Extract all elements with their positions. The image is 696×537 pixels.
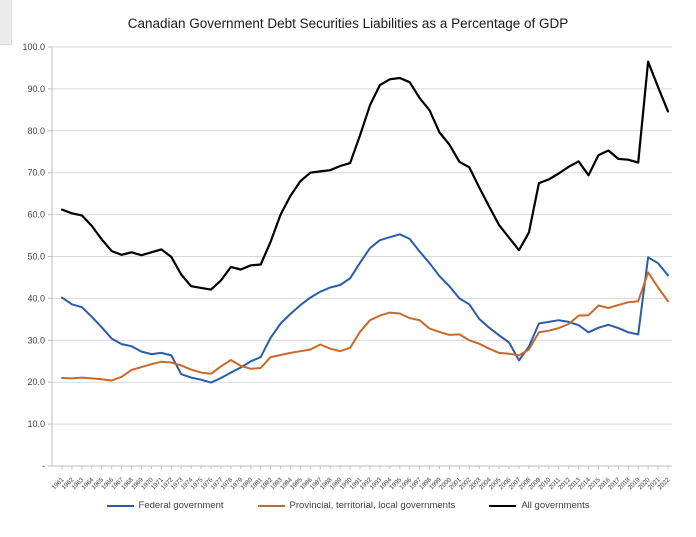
y-tick-label: 70.0 bbox=[27, 168, 45, 178]
scan-edge-artifact bbox=[0, 0, 12, 45]
series-line-provincial-territorial-local-governments bbox=[61, 271, 669, 382]
y-tick-label: 20.0 bbox=[27, 377, 45, 387]
y-tick-label: 40.0 bbox=[27, 293, 45, 303]
chart-title: Canadian Government Debt Securities Liab… bbox=[127, 16, 569, 31]
y-tick-label: 80.0 bbox=[27, 126, 45, 136]
y-tick-label: 90.0 bbox=[27, 84, 45, 94]
series-line-federal-government bbox=[61, 233, 669, 384]
legend-label: Provincial, territorial, local governmen… bbox=[289, 500, 456, 511]
y-tick-label: 60.0 bbox=[27, 210, 45, 220]
y-tick-label: 50.0 bbox=[27, 252, 45, 262]
legend-item-provincial-territorial-local-governments: Provincial, territorial, local governmen… bbox=[257, 500, 456, 511]
legend-label: All governments bbox=[521, 500, 590, 511]
legend-line-swatch bbox=[257, 504, 285, 507]
legend-line-swatch bbox=[489, 504, 517, 507]
y-tick-label: 30.0 bbox=[27, 335, 45, 345]
legend-item-federal-government: Federal government bbox=[106, 500, 224, 511]
y-tick-label: 100.0 bbox=[22, 42, 45, 52]
legend-item-all-governments: All governments bbox=[489, 500, 589, 511]
x-tick-label: 2022 bbox=[657, 476, 672, 491]
chart-legend: Federal government Provincial, territoria… bbox=[0, 500, 696, 511]
series-line-all-governments bbox=[60, 60, 670, 291]
y-tick-label: - bbox=[42, 461, 45, 471]
y-tick-label: 10.0 bbox=[27, 419, 45, 429]
legend-label: Federal government bbox=[138, 500, 224, 511]
legend-line-swatch bbox=[106, 504, 134, 507]
